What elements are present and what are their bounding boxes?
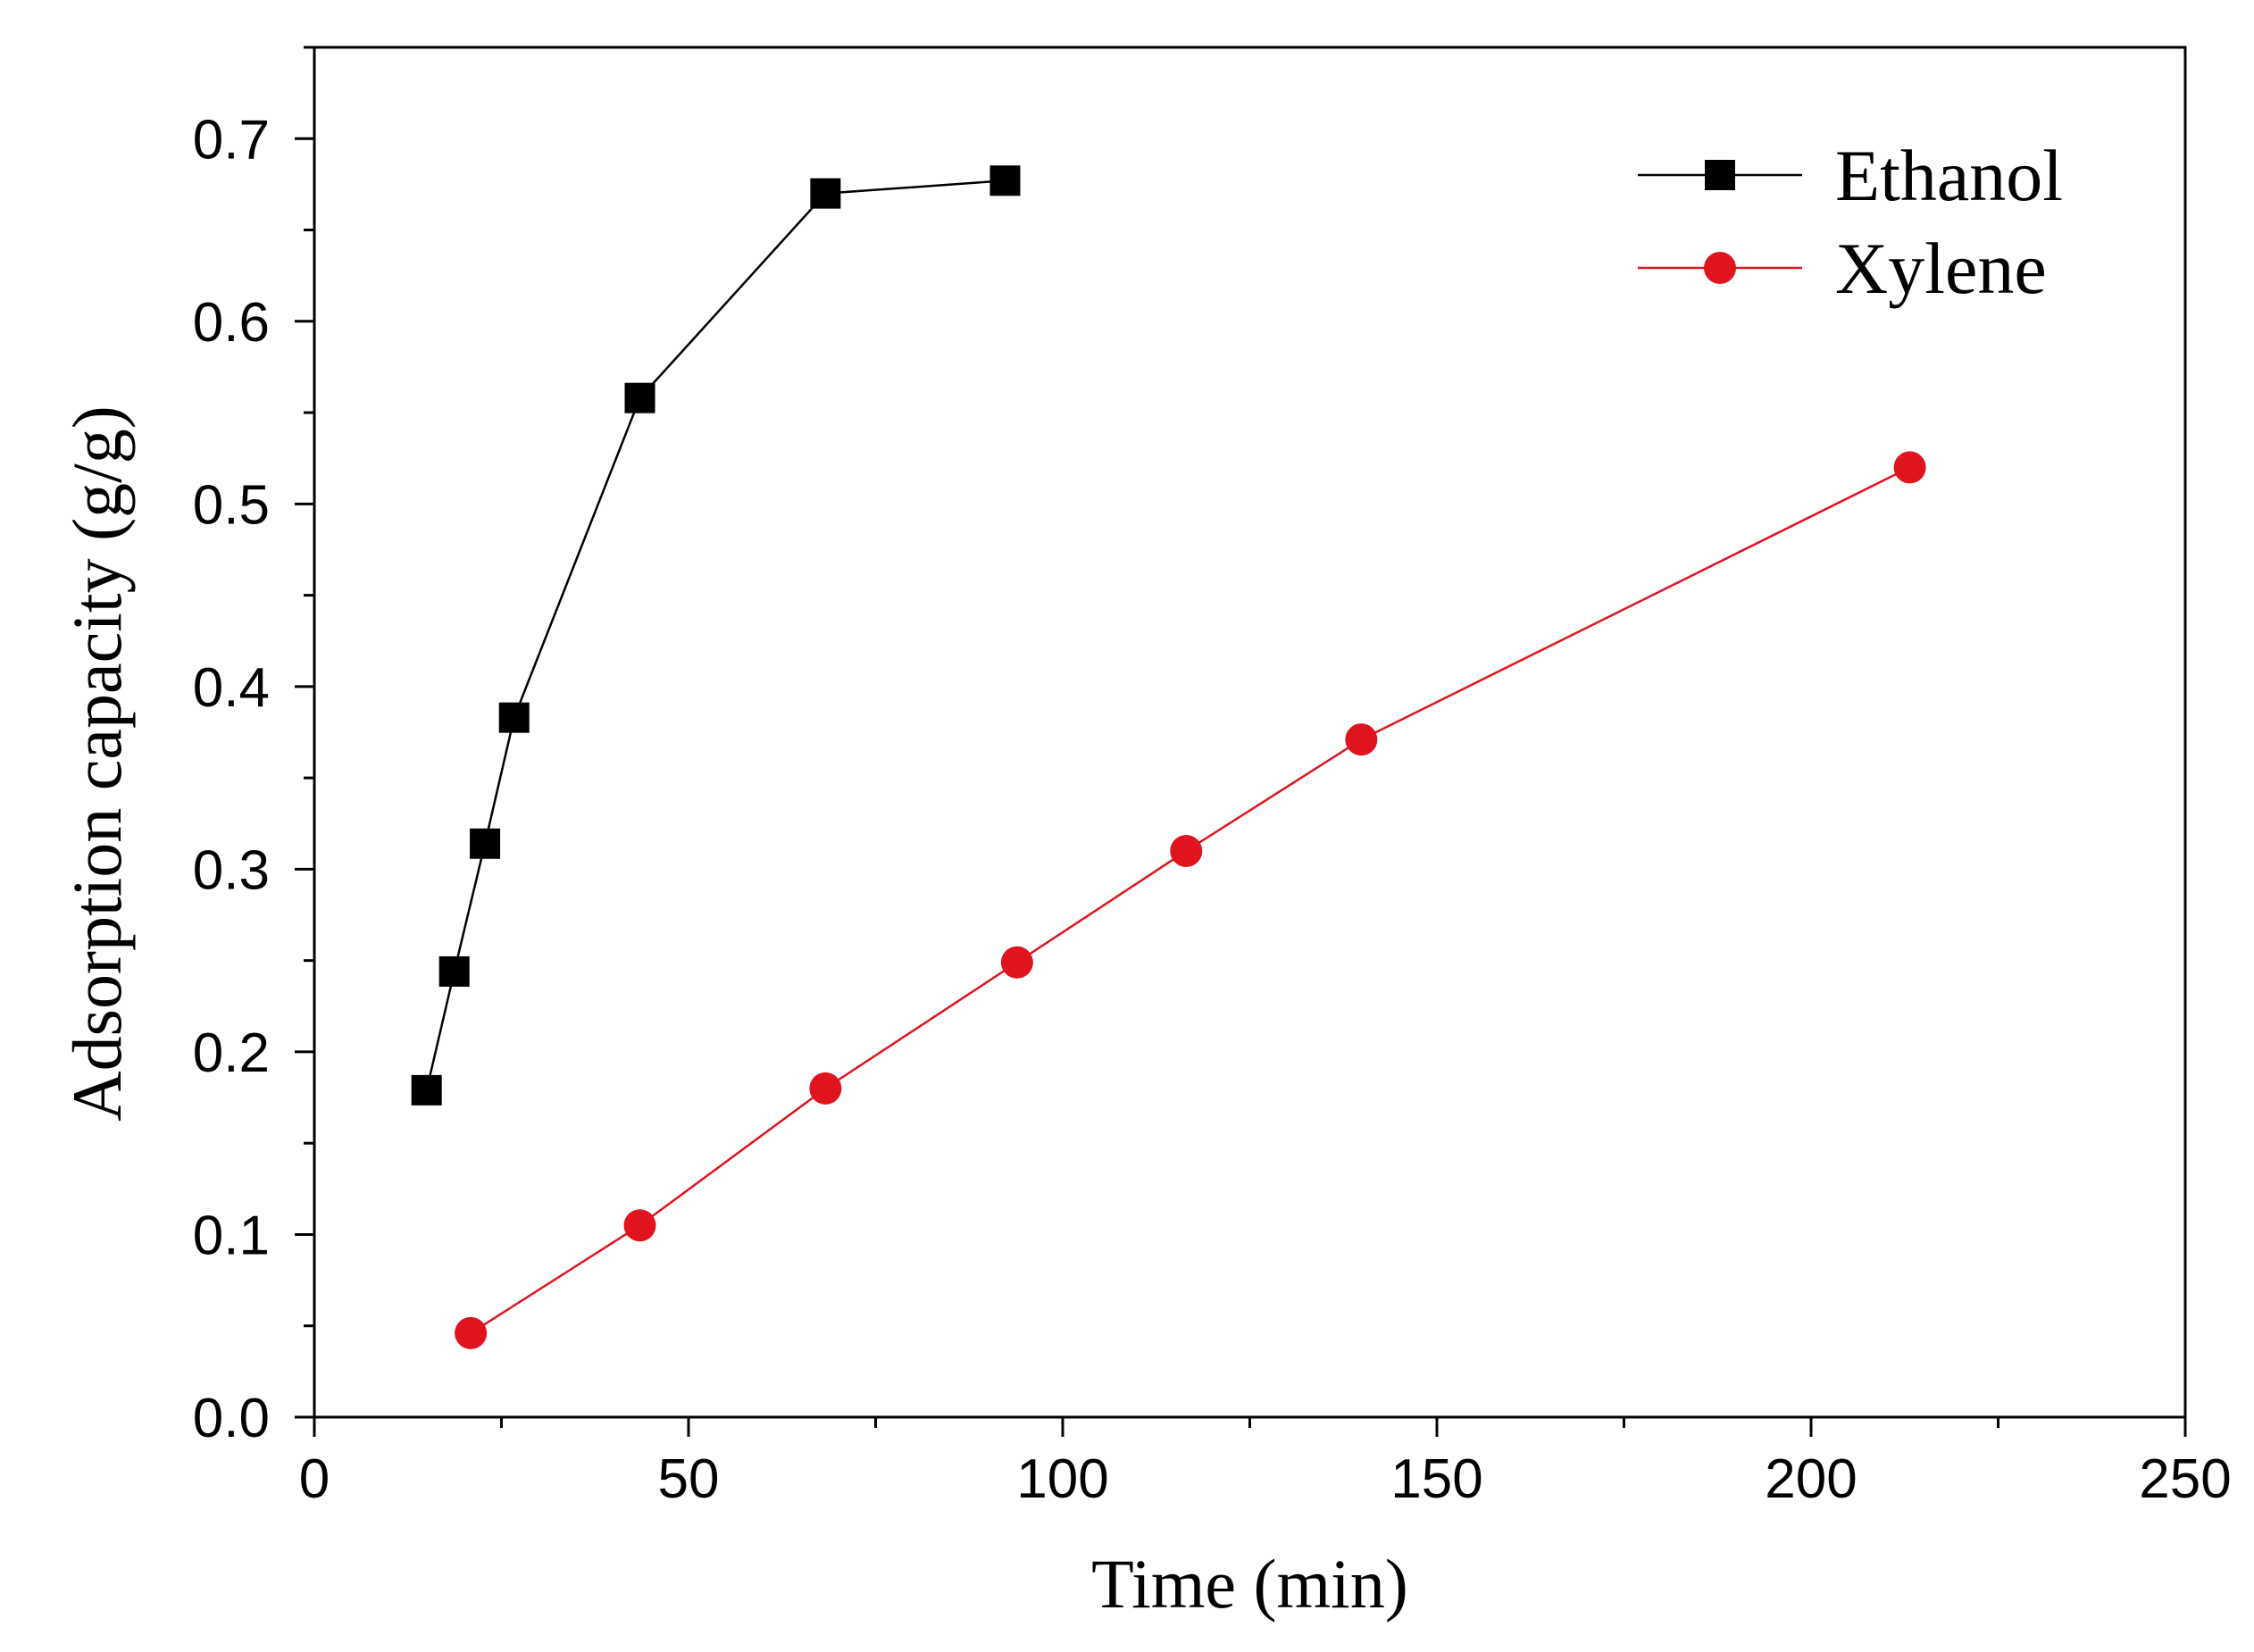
data-point-xylene bbox=[1345, 723, 1378, 756]
y-tick-label: 0.1 bbox=[193, 1205, 270, 1266]
legend-label-xylene: Xylene bbox=[1835, 228, 2047, 309]
y-tick-label: 0.4 bbox=[193, 657, 270, 719]
data-point-ethanol bbox=[989, 165, 1021, 196]
data-point-xylene bbox=[1000, 946, 1033, 979]
data-point-xylene bbox=[623, 1209, 656, 1242]
y-tick-label: 0.5 bbox=[193, 474, 270, 536]
series-ethanol bbox=[411, 165, 1021, 1106]
series-layer bbox=[411, 165, 1926, 1349]
x-tick-label: 200 bbox=[1765, 1448, 1857, 1510]
data-point-ethanol bbox=[438, 955, 470, 987]
y-axis-title: Adsorption capacity (g/g) bbox=[58, 405, 136, 1121]
series-xylene bbox=[455, 451, 1926, 1349]
legend-marker-ethanol bbox=[1705, 160, 1735, 190]
x-axis-tick-labels: 0 50 100 150 200 250 bbox=[299, 1448, 2232, 1510]
data-point-ethanol bbox=[624, 382, 655, 413]
x-tick-label: 50 bbox=[658, 1448, 720, 1510]
data-point-xylene bbox=[1170, 834, 1203, 867]
x-tick-label: 100 bbox=[1016, 1448, 1108, 1510]
y-tick-label: 0.3 bbox=[193, 839, 270, 901]
y-tick-label: 0.0 bbox=[193, 1388, 270, 1449]
x-tick-label: 0 bbox=[299, 1448, 330, 1510]
y-tick-label: 0.6 bbox=[193, 292, 270, 354]
y-tick-label: 0.2 bbox=[193, 1022, 270, 1084]
data-point-xylene bbox=[1893, 451, 1926, 484]
x-tick-label: 250 bbox=[2139, 1448, 2231, 1510]
x-tick-label: 150 bbox=[1390, 1448, 1482, 1510]
y-axis-ticks bbox=[295, 46, 314, 1419]
data-point-ethanol bbox=[498, 702, 530, 733]
data-point-ethanol bbox=[810, 178, 841, 209]
legend-item-xylene: Xylene bbox=[1638, 228, 2047, 309]
data-point-xylene bbox=[455, 1316, 488, 1349]
y-tick-label: 0.7 bbox=[193, 109, 270, 171]
y-axis-tick-labels: 0.0 0.1 0.2 0.3 0.4 0.5 0.6 0.7 bbox=[193, 109, 270, 1449]
data-point-ethanol bbox=[470, 828, 501, 859]
legend: Ethanol Xylene bbox=[1638, 135, 2063, 309]
data-point-xylene bbox=[809, 1072, 842, 1105]
legend-marker-xylene bbox=[1704, 252, 1736, 284]
data-point-ethanol bbox=[411, 1074, 442, 1106]
x-axis-ticks bbox=[313, 1417, 2187, 1437]
x-axis-title: Time (min) bbox=[1091, 1545, 1408, 1623]
legend-item-ethanol: Ethanol bbox=[1638, 135, 2063, 216]
legend-label-ethanol: Ethanol bbox=[1835, 135, 2063, 216]
